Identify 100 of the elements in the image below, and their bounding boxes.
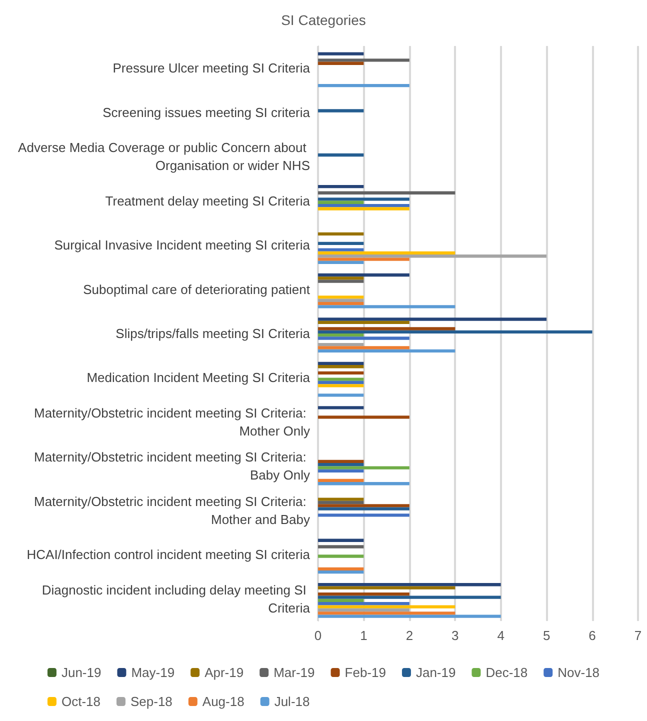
bar xyxy=(318,298,364,302)
bar xyxy=(318,204,410,208)
legend-label: Nov-18 xyxy=(558,665,600,680)
bar xyxy=(318,343,364,346)
bar xyxy=(318,109,364,112)
bar xyxy=(318,184,364,188)
bar xyxy=(318,320,410,324)
bar xyxy=(318,191,456,194)
bar xyxy=(318,538,364,542)
bar xyxy=(318,84,410,88)
bar xyxy=(318,608,410,612)
bar xyxy=(318,514,410,517)
bar xyxy=(318,58,410,62)
bar xyxy=(318,330,592,334)
bar xyxy=(318,466,410,470)
bar xyxy=(318,469,364,473)
legend-label: Feb-19 xyxy=(344,665,386,680)
bar xyxy=(318,302,364,306)
bar xyxy=(318,384,364,388)
bar xyxy=(318,200,364,204)
bar xyxy=(318,254,547,258)
bar xyxy=(318,371,364,375)
x-tick-label: 1 xyxy=(360,628,368,643)
bar xyxy=(318,305,456,308)
bar xyxy=(318,365,364,368)
bar xyxy=(318,605,456,608)
x-tick-label: 4 xyxy=(497,628,504,643)
bar xyxy=(318,378,364,381)
legend-label: Jul-18 xyxy=(274,694,310,709)
bar xyxy=(318,280,364,283)
bar xyxy=(318,380,364,384)
bar xyxy=(318,500,364,504)
bar xyxy=(318,276,364,280)
bar xyxy=(318,251,456,255)
bar xyxy=(318,463,364,466)
x-tick-label: 7 xyxy=(634,628,642,643)
legend-label: Sep-18 xyxy=(130,694,172,709)
y-tick-label: Slips/trips/falls meeting SI Criteria xyxy=(116,326,311,341)
bar xyxy=(318,260,364,264)
chart-title: SI Categories xyxy=(281,12,366,28)
y-tick-label: Screening issues meeting SI criteria xyxy=(102,104,311,120)
bar xyxy=(318,153,364,157)
legend-label: Dec-18 xyxy=(486,665,528,680)
legend-label: May-19 xyxy=(131,665,175,680)
y-tick-label: Pressure Ulcer meeting SI Criteria xyxy=(112,60,311,76)
bar xyxy=(318,545,364,548)
bar xyxy=(318,583,501,586)
bar xyxy=(318,232,364,236)
bar xyxy=(318,327,456,330)
y-tick-label: Treatment delay meeting SI Criteria xyxy=(105,193,311,208)
bar xyxy=(318,567,364,571)
bar xyxy=(318,349,456,353)
bar xyxy=(318,207,410,210)
bar xyxy=(318,258,410,261)
bar xyxy=(318,346,410,350)
x-tick-label: 0 xyxy=(314,628,322,643)
bar xyxy=(318,273,410,277)
legend-label: Apr-19 xyxy=(204,665,244,680)
bar xyxy=(318,507,410,510)
y-tick-label: Adverse Media Coverage or public Concern about Organisation or wider NHS xyxy=(18,140,310,174)
y-tick-label: Diagnostic incident including delay meeting SI Criteria xyxy=(42,582,311,616)
y-tick-label: Suboptimal care of deteriorating patient xyxy=(83,282,310,297)
bar xyxy=(318,478,364,482)
legend-label: Jan-19 xyxy=(416,665,456,680)
bar xyxy=(318,586,456,590)
bar xyxy=(318,52,364,56)
y-tick-label: Maternity/Obstetric incident meeting SI Criteria: Mother Only xyxy=(34,405,310,438)
x-tick-label: 3 xyxy=(452,628,459,643)
bar xyxy=(318,482,410,486)
bar xyxy=(318,62,364,65)
bar xyxy=(318,498,364,501)
x-tick-label: 5 xyxy=(542,628,550,643)
bar xyxy=(318,596,501,599)
bar xyxy=(318,242,364,246)
y-tick-label: HCAI/Infection control incident meeting SI criteria xyxy=(26,547,311,562)
legend-label: Jun-19 xyxy=(61,665,102,680)
bar xyxy=(318,394,364,397)
bar xyxy=(318,406,364,410)
y-tick-label: Maternity/Obstetric incident meeting SI Criteria: Mother and Baby xyxy=(34,494,310,527)
legend-label: Aug-18 xyxy=(202,694,244,709)
bar xyxy=(318,504,410,508)
bar xyxy=(318,318,547,321)
x-tick-label: 6 xyxy=(588,628,596,643)
legend-label: Mar-19 xyxy=(274,665,315,680)
bar xyxy=(318,334,364,337)
bar xyxy=(318,416,410,419)
y-tick-label: Medication Incident Meeting SI Criteria xyxy=(86,370,311,386)
bar xyxy=(318,602,410,606)
bar xyxy=(318,362,364,366)
bar xyxy=(318,614,501,618)
bar xyxy=(318,248,364,252)
bar xyxy=(318,570,364,574)
legend-label: Oct-18 xyxy=(61,694,100,709)
y-tick-label: Surgical Invasive Incident meeting SI criteria xyxy=(54,238,311,253)
bar xyxy=(318,336,410,340)
x-tick-label: 2 xyxy=(406,628,414,643)
bar xyxy=(318,296,364,299)
bar xyxy=(318,612,456,615)
bar xyxy=(318,554,364,558)
bar xyxy=(318,598,364,602)
